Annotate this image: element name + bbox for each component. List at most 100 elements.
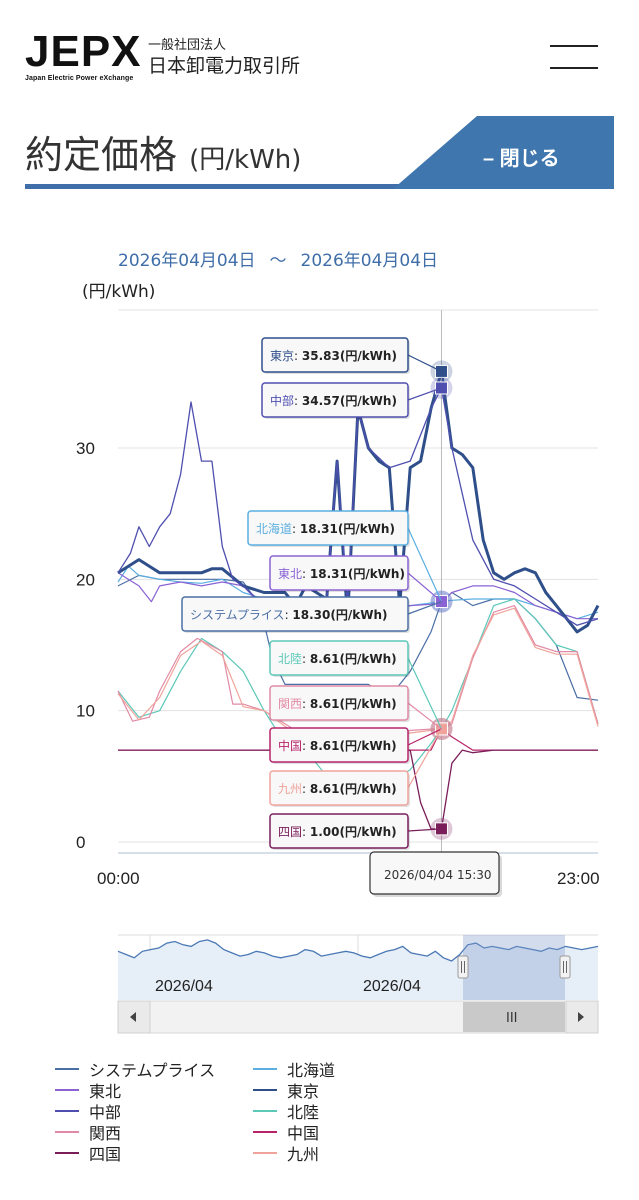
title-bar: 約定価格 (円/kWh) – 閉じる bbox=[25, 116, 614, 190]
crosshair-date-label: 2026/04/04 15:30 bbox=[384, 868, 492, 882]
legend-label: 中部 bbox=[89, 1103, 122, 1122]
page-title: 約定価格 (円/kWh) bbox=[25, 124, 301, 179]
tooltip: 関西: 8.61(円/kWh) bbox=[269, 685, 442, 730]
legend-item[interactable]: 北陸 bbox=[253, 1100, 319, 1122]
tooltip-colon: : bbox=[294, 394, 302, 408]
tooltip-value: 34.57(円/kWh) bbox=[302, 394, 397, 408]
legend-label: 北陸 bbox=[287, 1103, 320, 1122]
legend-item[interactable]: 北海道 bbox=[253, 1058, 335, 1080]
tooltip-connector bbox=[407, 828, 442, 832]
tooltip-connector bbox=[407, 527, 443, 602]
point-marker[interactable] bbox=[434, 364, 448, 378]
tooltip: 九州: 8.61(円/kWh) bbox=[269, 728, 443, 807]
tooltip-series-name: 四国 bbox=[278, 825, 302, 839]
tooltip-text: 中国: 8.61(円/kWh) bbox=[278, 738, 397, 753]
close-button[interactable]: – 閉じる bbox=[393, 116, 614, 189]
range-navigator[interactable]: 2026/04 2026/04 III bbox=[0, 925, 639, 1040]
legend-item[interactable]: 東京 bbox=[253, 1079, 319, 1101]
price-chart[interactable]: 0 10 20 30 00:00 23:00 東京: 35.83(円/kWh) 中部: 34.… bbox=[0, 300, 639, 900]
legend-label: 四国 bbox=[89, 1145, 122, 1164]
navigator-handle[interactable] bbox=[457, 955, 469, 979]
org-type: 一般社団法人 bbox=[148, 38, 227, 53]
tooltip-series-name: システムプライス bbox=[190, 608, 285, 622]
chevron-left-icon bbox=[130, 1012, 136, 1022]
menu-icon-line bbox=[550, 67, 598, 69]
tooltip-series-name: 九州 bbox=[278, 782, 302, 796]
tooltip: 東京: 35.83(円/kWh) bbox=[261, 337, 442, 374]
tooltip-series-name: 中部 bbox=[270, 393, 294, 408]
y-axis-unit: (円/kWh) bbox=[82, 282, 156, 302]
legend-label: 東京 bbox=[287, 1082, 320, 1101]
legend-item[interactable]: システムプライス bbox=[55, 1058, 215, 1080]
tooltip-text: 北陸: 8.61(円/kWh) bbox=[278, 652, 397, 666]
legend-line-icon bbox=[55, 1068, 79, 1070]
tooltip-connector bbox=[407, 572, 442, 602]
jepx-logo[interactable]: JEPX Japan Electric Power eXchange bbox=[25, 27, 142, 86]
logo-mark: JEPX bbox=[25, 27, 142, 76]
legend-line-icon bbox=[55, 1110, 79, 1112]
legend-item[interactable]: 東北 bbox=[55, 1079, 121, 1101]
date-separator: 〜 bbox=[269, 251, 287, 271]
legend-line-icon bbox=[253, 1110, 277, 1112]
tooltip-box bbox=[247, 510, 409, 546]
tooltip-connector bbox=[407, 702, 442, 730]
tooltip-value: 8.61(円/kWh) bbox=[310, 652, 397, 666]
legend-line-icon bbox=[253, 1152, 277, 1154]
point-marker[interactable] bbox=[434, 381, 448, 395]
chevron-right-icon bbox=[578, 1012, 584, 1022]
legend-line-icon bbox=[55, 1089, 79, 1091]
legend-item[interactable]: 四国 bbox=[55, 1142, 121, 1164]
tooltip-colon: : bbox=[302, 782, 310, 796]
legend-line-icon bbox=[253, 1131, 277, 1133]
date-from: 2026年04月04日 bbox=[118, 251, 256, 271]
legend-item[interactable]: 九州 bbox=[253, 1142, 319, 1164]
navigator-handle[interactable] bbox=[559, 955, 571, 979]
tooltip-colon: : bbox=[302, 652, 310, 666]
date-range: 2026年04月04日〜 2026年04月04日 bbox=[118, 246, 438, 271]
legend-line-icon bbox=[55, 1131, 79, 1133]
tooltip: 中国: 8.61(円/kWh) bbox=[269, 727, 442, 764]
navigator-date-label: 2026/04 bbox=[363, 978, 421, 995]
date-to: 2026年04月04日 bbox=[300, 251, 439, 271]
y-tick-label: 0 bbox=[76, 833, 85, 852]
site-header: JEPX Japan Electric Power eXchange 一般社団法… bbox=[0, 0, 639, 100]
page-title-text: 約定価格 bbox=[25, 133, 178, 177]
org-name: 日本卸電力取引所 bbox=[148, 55, 301, 77]
tooltip-box bbox=[261, 337, 409, 373]
legend-item[interactable]: 中部 bbox=[55, 1100, 121, 1122]
title-underline bbox=[25, 184, 445, 189]
tooltip-text: 中部: 34.57(円/kWh) bbox=[270, 393, 397, 408]
tooltip-series-name: 中国 bbox=[278, 738, 302, 753]
menu-button[interactable] bbox=[546, 36, 602, 76]
tooltip-box bbox=[269, 727, 409, 763]
navigator-selection[interactable] bbox=[463, 935, 565, 1000]
page-title-unit: (円/kWh) bbox=[189, 145, 302, 175]
tooltip-colon: : bbox=[294, 349, 302, 363]
tooltip-series-name: 東北 bbox=[278, 567, 302, 581]
scrollbar-thumb[interactable] bbox=[463, 1002, 565, 1032]
legend-label: 東北 bbox=[89, 1082, 122, 1101]
legend-line-icon bbox=[253, 1068, 277, 1070]
legend-item[interactable]: 中国 bbox=[253, 1121, 319, 1143]
legend-item[interactable]: 関西 bbox=[55, 1121, 121, 1143]
tooltip-text: 九州: 8.61(円/kWh) bbox=[278, 782, 397, 796]
tooltip-box bbox=[369, 851, 500, 895]
tooltip-colon: : bbox=[302, 697, 310, 711]
tooltip-value: 8.61(円/kWh) bbox=[310, 739, 397, 753]
navigator-line bbox=[117, 939, 599, 962]
legend-line-icon bbox=[55, 1152, 79, 1154]
tooltip-box bbox=[269, 685, 409, 721]
logo-subtitle: Japan Electric Power eXchange bbox=[25, 75, 134, 82]
tooltip-value: 8.61(円/kWh) bbox=[310, 782, 397, 796]
navigator-date-label: 2026/04 bbox=[155, 978, 213, 995]
series-line[interactable] bbox=[117, 574, 599, 701]
tooltip-text: 四国: 1.00(円/kWh) bbox=[278, 825, 397, 839]
close-button-label: – 閉じる bbox=[483, 148, 560, 170]
scrollbar-grip: III bbox=[506, 1011, 518, 1026]
tooltip-box bbox=[269, 813, 409, 849]
tooltip-connector bbox=[407, 387, 442, 401]
x-tick-label: 23:00 bbox=[557, 869, 600, 888]
series-line[interactable] bbox=[118, 749, 598, 830]
tooltip-value: 18.31(円/kWh) bbox=[310, 567, 405, 581]
legend-label: 中国 bbox=[287, 1124, 320, 1143]
